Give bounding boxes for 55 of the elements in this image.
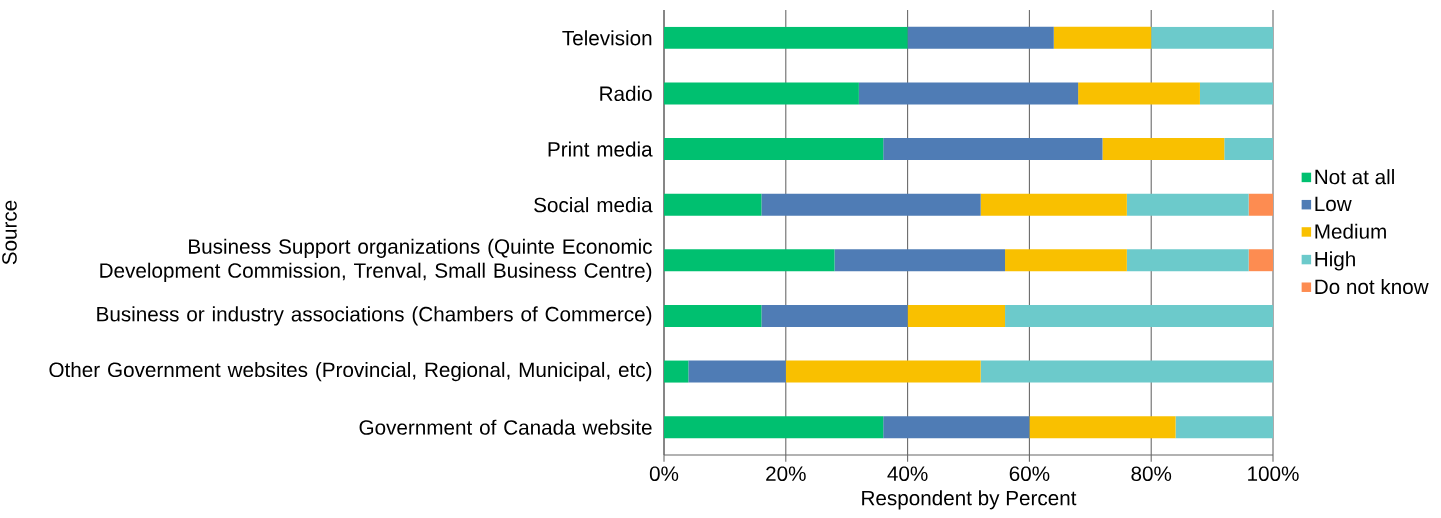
- y-tick-label: Television: [562, 30, 652, 46]
- x-axis-title: Respondent by Percent: [862, 490, 1077, 510]
- bar: [1005, 249, 1127, 272]
- bar: [664, 82, 859, 105]
- bar: [1199, 82, 1274, 105]
- x-tick-label: 80%: [1131, 466, 1172, 482]
- bar: [1151, 26, 1274, 49]
- bar: [1248, 249, 1274, 272]
- bar: [664, 193, 762, 216]
- x-tick-label: 100%: [1248, 466, 1299, 482]
- y-tick-label: Government of Canada website: [359, 419, 652, 435]
- bar: [761, 304, 908, 327]
- bar: [858, 82, 1079, 105]
- bar: [664, 26, 908, 49]
- bar: [785, 360, 981, 383]
- x-tick-label: 40%: [887, 466, 928, 482]
- bar: [1102, 138, 1225, 161]
- bar: [883, 416, 1030, 439]
- bar: [1053, 26, 1152, 49]
- y-tick-label: Print media: [548, 141, 653, 157]
- bar: [1175, 416, 1274, 439]
- bar: [664, 416, 884, 439]
- legend-label: Low: [1315, 196, 1352, 212]
- bar: [883, 138, 1103, 161]
- bar: [1126, 249, 1249, 272]
- bar: [907, 304, 1006, 327]
- bar: [1029, 416, 1176, 439]
- bar: [1078, 82, 1200, 105]
- bar: [664, 138, 884, 161]
- legend-label: Not at all: [1315, 169, 1394, 185]
- bar: [980, 360, 1274, 383]
- x-tick-label: 0%: [649, 466, 679, 482]
- bar: [980, 193, 1127, 216]
- bar: [1248, 193, 1274, 216]
- bar: [761, 193, 981, 216]
- bar: [834, 249, 1006, 272]
- y-tick-label: Business or industry associations (Chambers of Commerce): [97, 306, 652, 326]
- legend-label: Medium: [1315, 223, 1386, 239]
- bar: [664, 360, 689, 383]
- legend-label: Do not know: [1315, 278, 1429, 295]
- x-tick-label: 60%: [1009, 466, 1050, 482]
- y-tick-label: Radio: [600, 85, 652, 102]
- bar: [664, 249, 835, 272]
- bar: [1224, 138, 1274, 161]
- y-tick-label: Business Support organizations (Quinte Economic Development Commission, Trenval, Small Business Centre): [100, 238, 652, 282]
- bar: [1126, 193, 1249, 216]
- y-tick-label: Other Government websites (Provincial, Regional, Municipal, etc): [49, 361, 652, 382]
- bar: [664, 304, 762, 327]
- y-tick-label: Social media: [534, 197, 653, 213]
- legend-label: High: [1315, 251, 1355, 271]
- bar: [907, 26, 1054, 49]
- y-axis-title: Source: [2, 200, 17, 265]
- bar: [1005, 304, 1274, 327]
- x-tick-label: 20%: [766, 466, 806, 482]
- bar: [688, 360, 786, 383]
